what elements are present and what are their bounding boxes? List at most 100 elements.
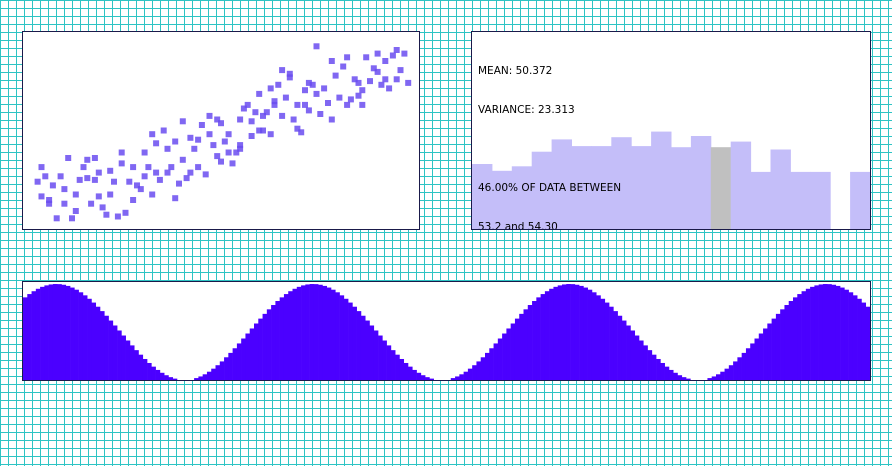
waveform-sample-bar	[763, 328, 768, 380]
waveform-sample-bar	[399, 358, 405, 380]
waveform-sample-bar	[159, 372, 165, 380]
waveform-sample-bar	[480, 357, 486, 380]
histogram-bar[interactable]	[511, 166, 533, 229]
scatter-point	[57, 173, 64, 180]
histogram-bar-selected[interactable]	[710, 147, 732, 229]
waveform-sample-bar	[502, 333, 507, 380]
histogram-bar[interactable]	[531, 151, 553, 229]
histogram-bar[interactable]	[690, 136, 712, 229]
histogram-bar[interactable]	[631, 146, 652, 229]
histogram[interactable]	[472, 32, 870, 229]
waveform-panel	[22, 281, 871, 381]
scatter-point	[149, 191, 156, 198]
waveform-sample-bar	[202, 374, 208, 380]
waveform-sample-bar	[288, 291, 293, 380]
waveform-sample-bar	[741, 352, 747, 380]
histogram-panel: MEAN: 50.372 VARIANCE: 23.313 46.00% OF …	[471, 31, 871, 230]
scatter-point	[84, 175, 91, 182]
waveform-sample-bar	[108, 320, 114, 380]
scatter-point	[69, 215, 75, 222]
scatter-point	[218, 120, 224, 127]
waveform-sample-bar	[621, 320, 627, 380]
waveform-sample-bar	[604, 302, 610, 380]
scatter-point	[84, 156, 91, 163]
histogram-bar[interactable]	[551, 139, 572, 229]
waveform-sample-bar	[463, 371, 469, 380]
waveform-sample-bar	[673, 372, 678, 380]
scatter-point	[130, 164, 137, 171]
waveform-sample-bar	[348, 302, 353, 380]
scatter-point	[267, 131, 274, 138]
scatter-point	[309, 81, 316, 88]
histogram-bar[interactable]	[491, 170, 513, 229]
scatter-point	[76, 176, 83, 183]
waveform-sample-bar	[626, 325, 631, 380]
scatter-point	[305, 107, 312, 114]
histogram-bar[interactable]	[790, 171, 811, 229]
waveform-sample-bar	[750, 343, 755, 380]
waveform-sample-bar	[724, 368, 730, 380]
scatter-point	[107, 167, 114, 174]
waveform-sample-bar	[331, 289, 336, 380]
histogram-bar[interactable]	[611, 137, 632, 229]
histogram-bar[interactable]	[571, 146, 592, 229]
scatter-point	[38, 164, 45, 171]
waveform-sample-bar	[117, 330, 122, 380]
waveform-sample-bar	[249, 328, 255, 380]
histogram-bar[interactable]	[730, 141, 752, 229]
histogram-bar[interactable]	[671, 147, 692, 229]
waveform-sample-bar	[301, 285, 306, 380]
scatter-point	[153, 140, 160, 147]
waveform-sample-bar	[527, 305, 533, 380]
scatter-point	[321, 85, 328, 92]
waveform-sample-bar	[784, 305, 790, 380]
waveform-sample-bar	[386, 345, 392, 380]
scatter-point	[164, 145, 171, 152]
waveform-sample-bar	[754, 338, 760, 380]
histogram-bar[interactable]	[472, 164, 493, 229]
waveform-sample-bar	[168, 377, 174, 380]
histogram-bar[interactable]	[591, 146, 612, 229]
histogram-bar[interactable]	[810, 171, 831, 229]
histogram-bar[interactable]	[770, 149, 791, 230]
histogram-bar[interactable]	[651, 131, 672, 229]
scatter-point	[260, 127, 266, 134]
waveform-sample-bar	[472, 365, 477, 380]
waveform-sample-bar	[31, 291, 37, 380]
waveform-sample-bar	[142, 358, 148, 380]
histogram-bar[interactable]	[750, 171, 771, 229]
waveform-sample-bar	[510, 323, 516, 380]
waveform-sample-bar	[70, 287, 75, 380]
scatter-point	[344, 54, 351, 61]
scatter-point	[386, 85, 393, 92]
scatter-point	[122, 209, 129, 216]
waveform-sample-bar	[711, 376, 717, 380]
waveform-sample-bar	[579, 285, 584, 380]
histogram-bar[interactable]	[850, 171, 870, 229]
waveform-sample-bar	[532, 301, 537, 380]
waveform-sample-bar	[27, 294, 32, 380]
waveform-sample-bar	[681, 377, 687, 380]
scatter-point	[267, 85, 274, 92]
waveform-sample-bar	[780, 309, 785, 380]
waveform-sample-bar	[65, 285, 71, 380]
waveform-sample-bar	[283, 294, 289, 380]
waveform-sample-bar	[485, 352, 490, 380]
waveform-sample-bar	[125, 340, 131, 380]
waveform-sample-bar	[668, 369, 674, 380]
scatter-point	[294, 101, 301, 108]
waveform-sample-bar	[241, 338, 246, 380]
scatter-point	[340, 63, 347, 70]
waveform-sample-bar	[827, 284, 832, 380]
waveform-sample-bar	[831, 284, 837, 380]
scatter-point	[38, 193, 45, 200]
waveform-sample-bar	[822, 284, 828, 380]
waveform-sample-bar	[634, 335, 640, 380]
scatter-point	[210, 142, 217, 149]
scatter-point	[206, 131, 213, 138]
waveform-sample-bar	[788, 301, 794, 380]
scatter-point	[42, 173, 49, 180]
waveform-sample-bar	[52, 284, 58, 380]
waveform-sample-bar	[450, 378, 456, 380]
scatter-point	[359, 87, 366, 94]
